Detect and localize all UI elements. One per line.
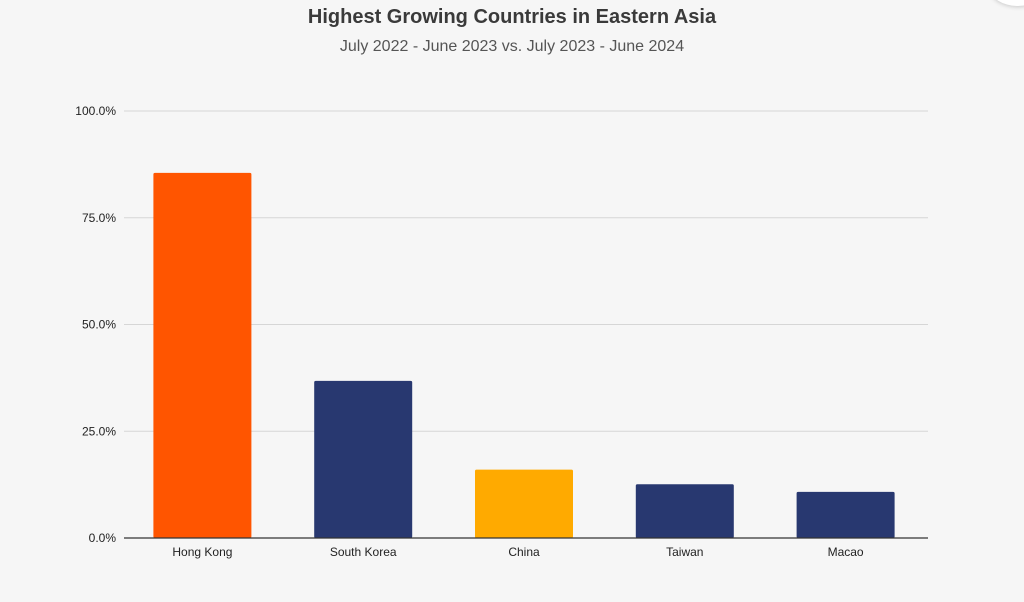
bar-china [475,469,573,538]
x-tick-label: China [508,545,540,559]
bar-hong-kong [153,172,252,539]
y-axis-ticks: 0.0% 25.0% 50.0% 75.0% 100.0% [75,104,116,545]
bar-south-korea [314,380,413,538]
gridlines [124,110,928,432]
y-tick-label: 0.0% [89,531,117,545]
bars [153,172,895,539]
y-tick-label: 75.0% [82,211,116,225]
corner-badge [990,0,1024,6]
x-axis-ticks: Hong Kong South Korea China Taiwan Macao [172,545,864,559]
y-tick-label: 50.0% [82,318,116,332]
bar-taiwan [635,484,734,538]
x-tick-label: Taiwan [666,545,703,559]
chart-subtitle: July 2022 - June 2023 vs. July 2023 - Ju… [339,38,685,55]
x-tick-label: Hong Kong [172,545,232,559]
x-tick-label: South Korea [330,545,397,559]
chart-title: Highest Growing Countries in Eastern Asi… [307,6,717,28]
bar-macao [796,491,895,538]
y-tick-label: 100.0% [75,104,116,118]
x-tick-label: Macao [828,545,864,559]
y-tick-label: 25.0% [82,424,116,438]
